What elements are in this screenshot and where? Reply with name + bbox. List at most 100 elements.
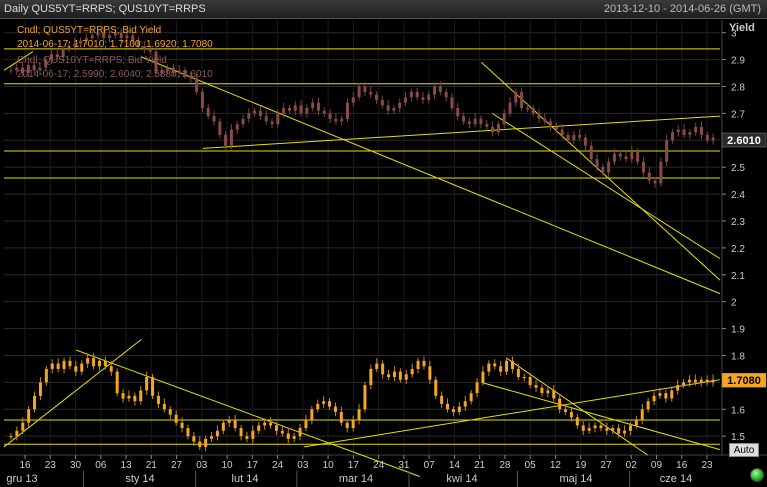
trendline[interactable] xyxy=(3,51,34,71)
candle-body xyxy=(21,422,25,431)
candle-body xyxy=(73,43,77,47)
x-tick-label: 24 xyxy=(272,460,284,471)
x-tick-label: 30 xyxy=(70,460,82,471)
candle-body xyxy=(32,64,36,71)
candle-body xyxy=(549,121,553,127)
candle-body xyxy=(79,40,83,44)
candle-body xyxy=(251,430,255,439)
candle-body xyxy=(487,363,491,372)
candle-body xyxy=(235,124,239,130)
candle-body xyxy=(581,425,585,431)
x-tick-label: 17 xyxy=(348,460,360,471)
legend-qus10yt: Cndl; QUS10YT=RRPS; Bid Yield 2014-06-17… xyxy=(17,54,213,82)
candle-body xyxy=(26,64,30,74)
candle-body xyxy=(298,428,302,437)
trendline[interactable] xyxy=(304,379,721,448)
candle-body xyxy=(68,360,72,367)
y-tick-label: 2.5 xyxy=(731,163,745,174)
candle-body xyxy=(121,393,125,399)
candle-body xyxy=(438,86,442,92)
x-tick-label: 17 xyxy=(247,460,259,471)
trendline[interactable] xyxy=(202,115,721,149)
candle-body xyxy=(481,371,485,383)
x-tick-label: 16 xyxy=(19,460,31,471)
candle-body xyxy=(469,393,473,402)
candle-body xyxy=(508,102,512,114)
candle-body xyxy=(676,129,680,133)
candle-body xyxy=(311,102,315,109)
candle-body xyxy=(310,409,314,421)
candle-body xyxy=(369,368,373,386)
chart-canvas[interactable]: Yield32.92.82.72.62.52.42.32.22.121.91.8… xyxy=(0,19,767,487)
candle-body xyxy=(363,385,367,410)
y-tick-label: 2 xyxy=(731,298,737,309)
candle-body xyxy=(534,385,538,388)
candle-body xyxy=(229,129,233,146)
candle-body xyxy=(467,121,471,125)
candle-body xyxy=(363,86,367,92)
x-tick-label: 09 xyxy=(651,460,663,471)
candle-body xyxy=(125,35,129,39)
x-tick-label: 23 xyxy=(45,460,57,471)
candle-body xyxy=(516,368,520,377)
candle-body xyxy=(50,54,54,60)
candle-body xyxy=(540,387,544,394)
candle-body xyxy=(693,379,697,383)
candle-body xyxy=(218,121,222,135)
candle-body xyxy=(392,371,396,377)
candle-body xyxy=(328,113,332,119)
candle-body xyxy=(652,395,656,402)
candle-body xyxy=(293,105,297,111)
trendline[interactable] xyxy=(3,338,142,448)
candle-body xyxy=(241,118,245,125)
candle-body xyxy=(670,390,674,399)
candle-body xyxy=(623,430,627,434)
auto-scale-button[interactable]: Auto xyxy=(729,443,759,457)
candle-body xyxy=(198,441,202,447)
candle-body xyxy=(605,428,609,431)
x-tick-label: 05 xyxy=(525,460,537,471)
x-tick-label: 21 xyxy=(474,460,486,471)
candle-body xyxy=(531,108,535,114)
candle-body xyxy=(328,401,332,407)
candle-body xyxy=(33,395,37,410)
candle-body xyxy=(339,411,343,423)
legend-qus5yt: Cndl; QUS5YT=RRPS; Bid Yield 2014-06-17;… xyxy=(17,24,213,52)
candle-body xyxy=(15,430,19,437)
x-month-label: mar 14 xyxy=(339,473,373,485)
candle-body xyxy=(444,91,448,98)
trendlines[interactable] xyxy=(3,48,721,477)
candle-body xyxy=(92,358,96,367)
candle-body xyxy=(80,363,84,372)
price-label-qus10yt: 2.6010 xyxy=(727,135,761,147)
candle-body xyxy=(96,32,100,36)
candle-body xyxy=(305,108,309,114)
y-tick-label: 2.9 xyxy=(731,56,745,67)
trendline[interactable] xyxy=(141,56,721,295)
candle-body xyxy=(575,417,579,426)
candle-body xyxy=(239,428,243,437)
candle-body xyxy=(699,126,703,135)
candle-body xyxy=(473,118,477,125)
candle-body xyxy=(263,422,267,426)
candle-body xyxy=(640,409,644,421)
candle-body xyxy=(109,366,113,372)
candle-body xyxy=(90,35,94,39)
chart-title: Daily QUS5YT=RRPS; QUS10YT=RRPS xyxy=(4,3,206,15)
candle-body xyxy=(44,368,48,383)
x-tick-label: 31 xyxy=(398,460,410,471)
candle-body xyxy=(86,358,90,364)
trendline[interactable] xyxy=(481,381,721,451)
candle-body xyxy=(287,108,291,111)
candle-body xyxy=(195,78,199,92)
candle-body xyxy=(276,113,280,125)
candle-body xyxy=(200,91,204,109)
trendline[interactable] xyxy=(76,349,421,477)
candle-body xyxy=(160,70,164,74)
candle-body xyxy=(589,145,593,160)
y-tick-label: 2.7 xyxy=(731,109,745,120)
trendline[interactable] xyxy=(491,112,721,260)
candle-body xyxy=(462,116,466,122)
x-tick-label: 23 xyxy=(701,460,713,471)
candle-body xyxy=(641,161,645,173)
